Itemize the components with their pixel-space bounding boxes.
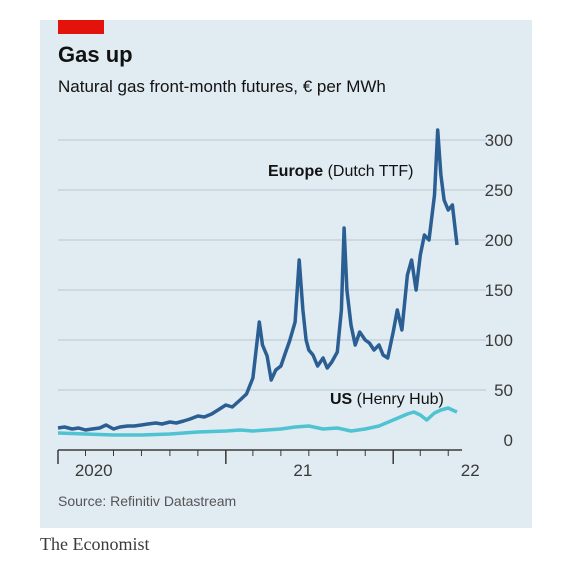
europe-series-label: Europe (Dutch TTF) xyxy=(268,163,414,180)
source-note: Source: Refinitiv Datastream xyxy=(58,493,237,509)
us-series-line xyxy=(57,406,458,437)
y-tick-label: 250 xyxy=(485,181,513,200)
chart-panel xyxy=(40,20,532,528)
y-tick-label: 150 xyxy=(485,281,513,300)
series-lines xyxy=(57,128,459,437)
chart-subtitle: Natural gas front-month futures, € per M… xyxy=(58,77,386,96)
brand-tag xyxy=(58,20,104,34)
europe-series-line xyxy=(57,128,459,432)
y-tick-label: 200 xyxy=(485,231,513,250)
y-tick-label: 50 xyxy=(494,381,513,400)
y-tick-label: 100 xyxy=(485,331,513,350)
y-axis-labels: 0 50 100 150 200 250 300 xyxy=(485,131,513,450)
y-tick-label: 300 xyxy=(485,131,513,150)
series-labels: Europe (Dutch TTF) US (Henry Hub) xyxy=(268,163,444,408)
x-tick-label: 22 xyxy=(461,461,480,480)
chart-title: Gas up xyxy=(58,42,133,67)
x-tick-label: 21 xyxy=(293,461,312,480)
grid-lines xyxy=(58,139,486,391)
us-series-label: US (Henry Hub) xyxy=(330,391,444,408)
x-axis: 2020 21 22 xyxy=(57,449,480,480)
x-tick-label: 2020 xyxy=(75,461,113,480)
y-tick-label: 0 xyxy=(504,431,513,450)
publisher-name: The Economist xyxy=(40,534,150,554)
